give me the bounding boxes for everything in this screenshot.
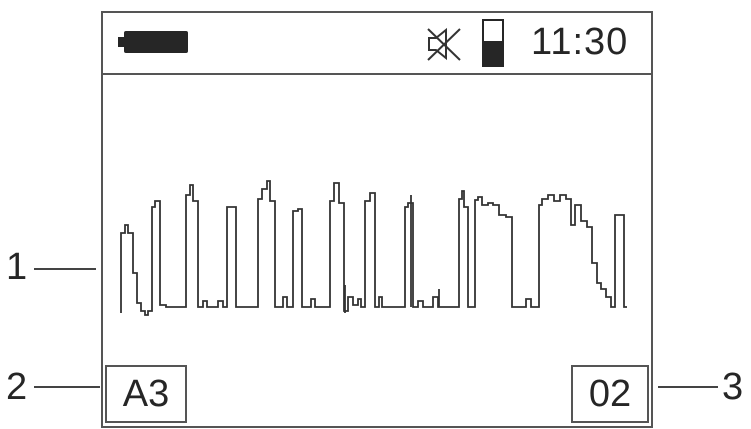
speaker-muted-icon[interactable] [425,25,463,63]
callout-2-line [34,386,100,388]
callout-2-number: 2 [6,366,28,408]
device-screen: 11:30 A3 02 [101,11,653,428]
callout-3-number: 3 [722,366,744,408]
channel-indicator[interactable]: A3 [105,365,187,423]
battery-full-icon [118,31,188,53]
waveform-area [103,75,651,355]
waveform-trace [120,180,627,316]
callout-1-number: 1 [6,246,28,288]
record-index[interactable]: 02 [571,365,649,423]
callout-3-line [658,386,718,388]
signal-level-icon [482,19,504,67]
callout-1-line [34,268,96,270]
status-bar: 11:30 [103,13,651,75]
clock-time: 11:30 [531,21,629,63]
